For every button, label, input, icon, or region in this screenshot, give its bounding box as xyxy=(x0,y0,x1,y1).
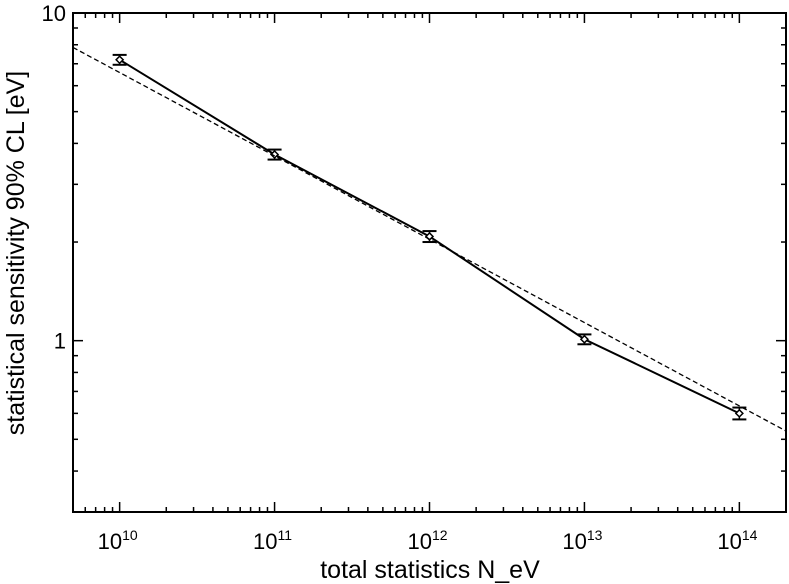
data-series xyxy=(72,46,787,432)
x-tick-label: 1010 xyxy=(98,527,138,554)
fit-line-dashed xyxy=(72,46,787,432)
x-tick-label: 1011 xyxy=(253,527,292,554)
x-axis-title: total statistics N_eV xyxy=(320,556,540,584)
y-tick-label: 1 xyxy=(54,329,66,354)
data-point-marker xyxy=(734,408,744,418)
y-tick-label: 10 xyxy=(42,1,66,26)
data-point-marker xyxy=(579,334,589,344)
x-tick-label: 1014 xyxy=(717,527,757,554)
axis-ticks xyxy=(72,12,787,513)
y-axis-title: statistical sensitivity 90% CL [eV] xyxy=(2,71,30,436)
data-point-marker xyxy=(270,149,280,160)
x-tick-label: 1013 xyxy=(562,527,602,554)
x-tick-label: 1012 xyxy=(407,527,447,554)
tick-labels: 1010 1011 1012 1013 1014 1 10 xyxy=(42,1,758,554)
data-point-marker xyxy=(115,55,125,65)
plot-frame xyxy=(72,12,787,513)
